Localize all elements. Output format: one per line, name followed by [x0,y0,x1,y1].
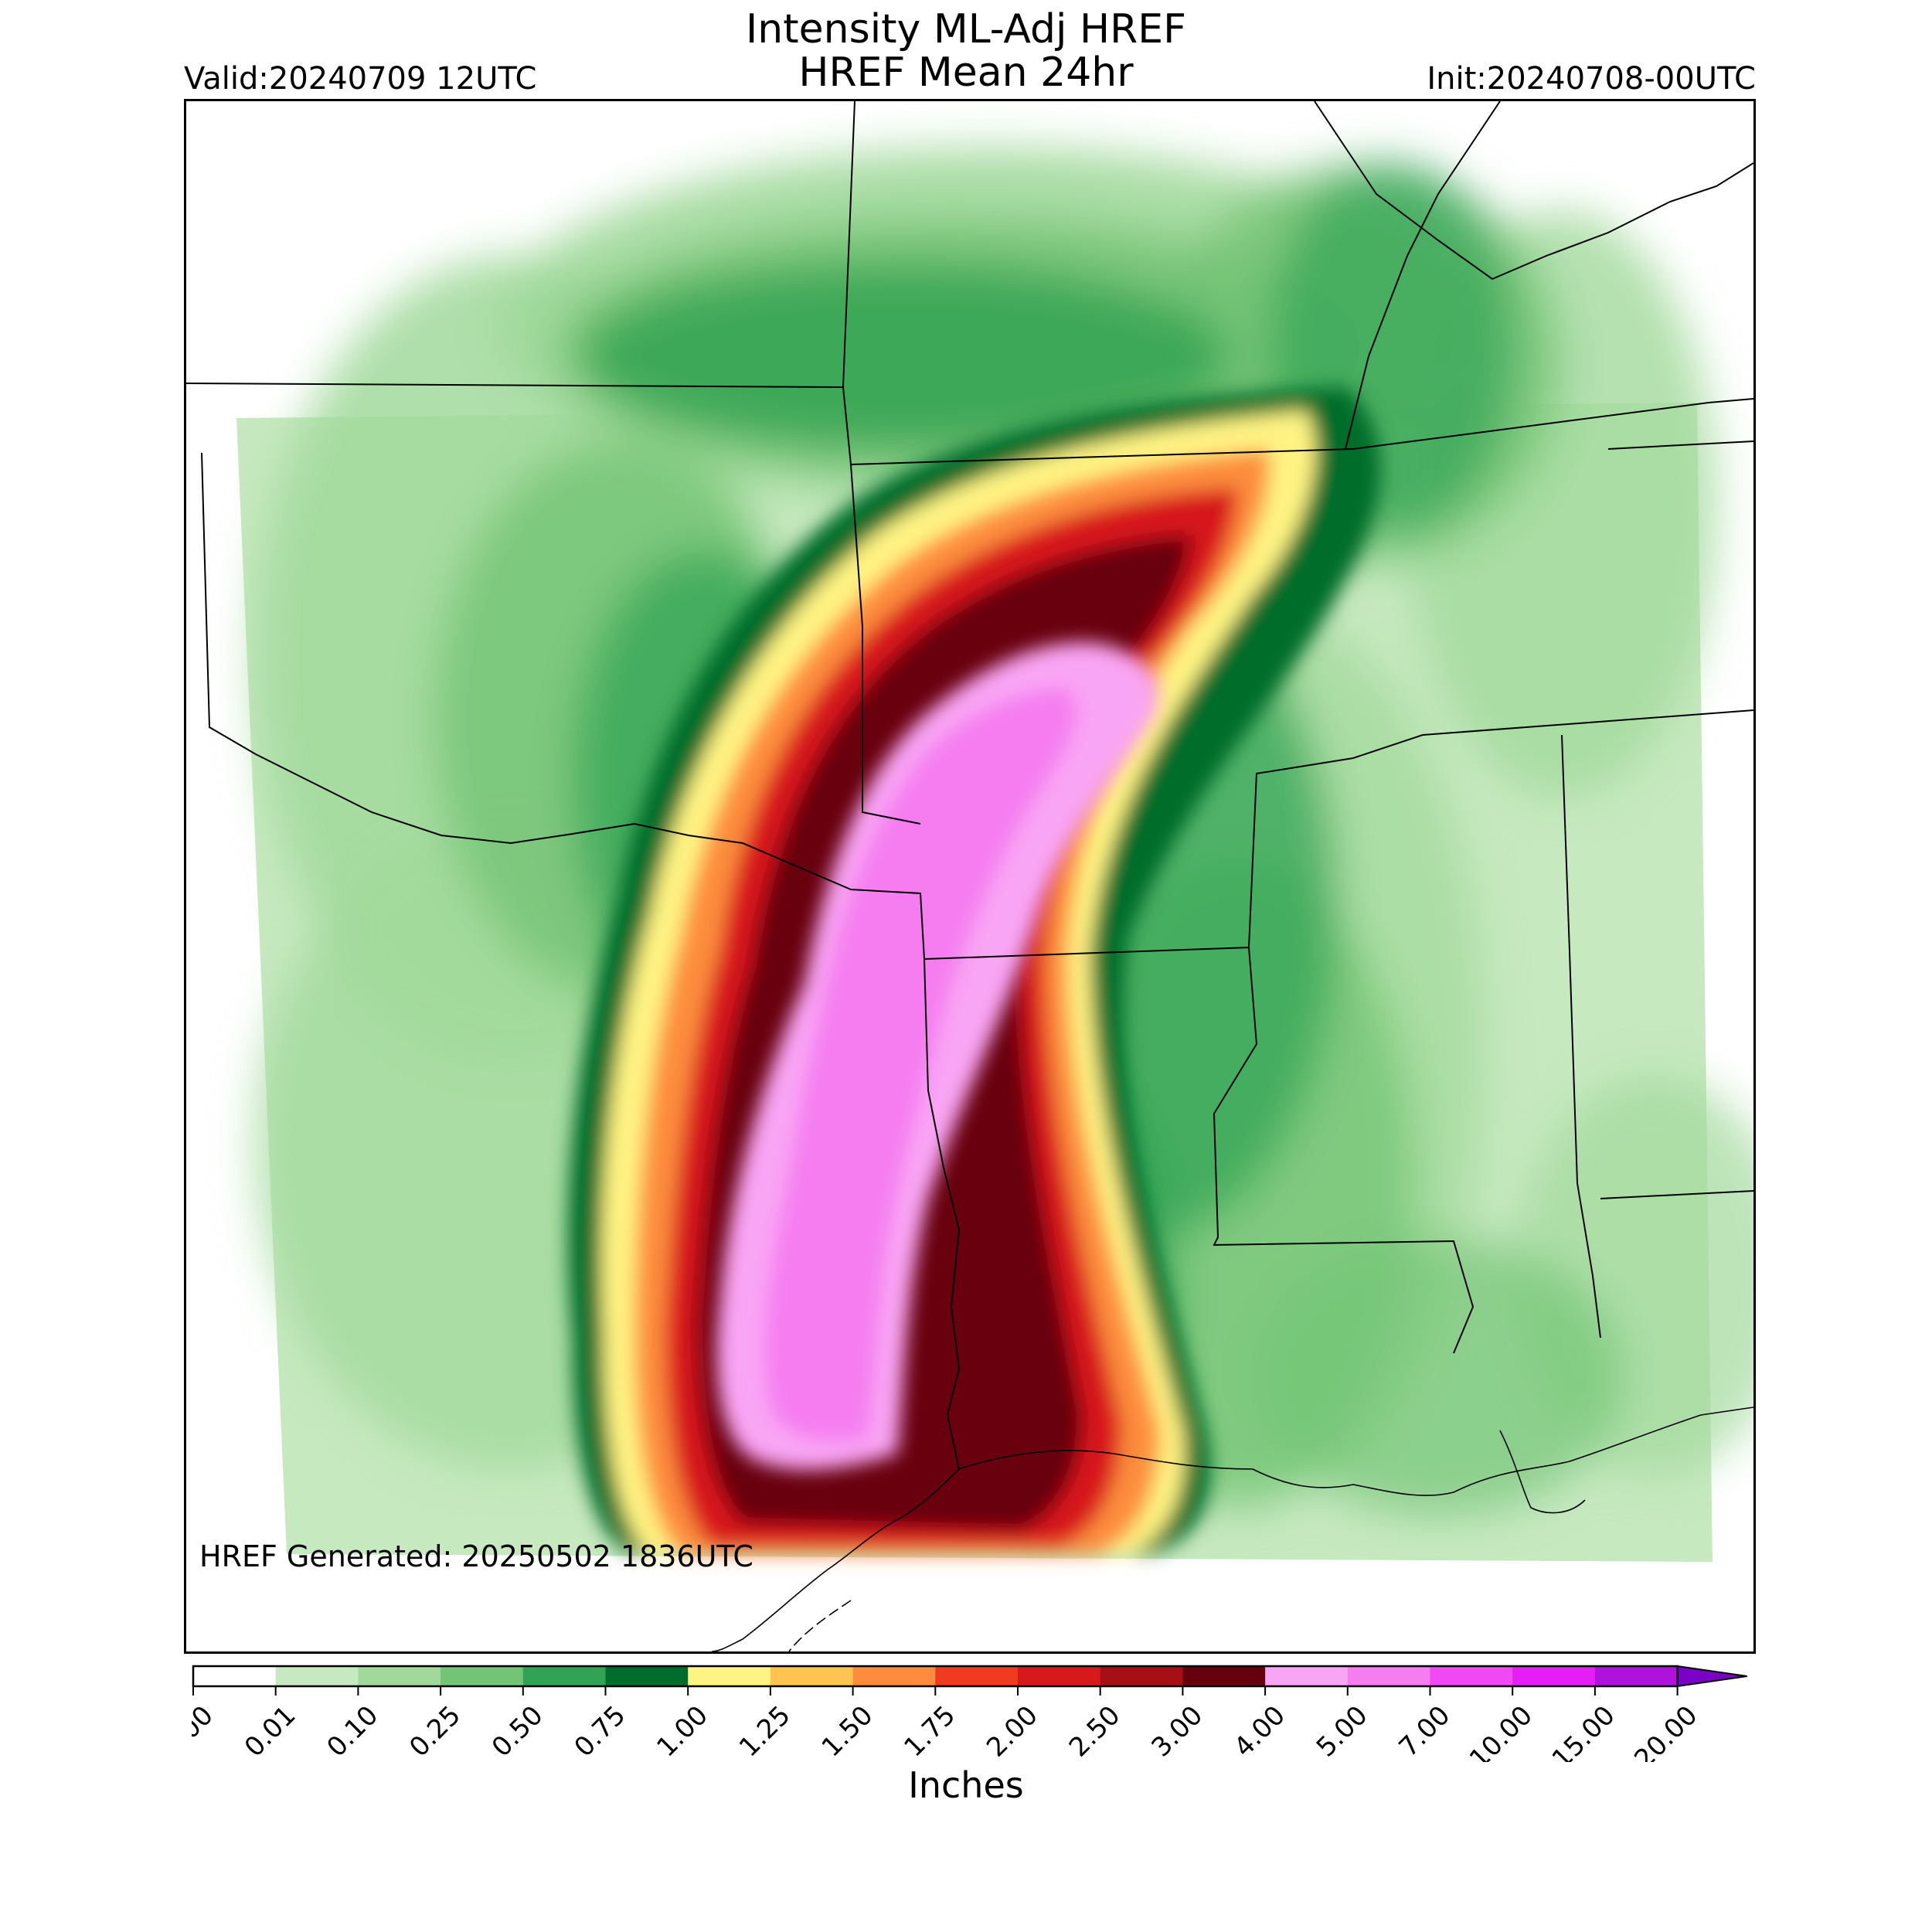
colorbar-tick-label: 0.10 [321,1700,384,1762]
map-canvas [186,101,1753,1651]
colorbar-segment [770,1666,854,1686]
colorbar-extend-arrow [1676,1665,1747,1688]
init-time-label: Init:20240708-00UTC [1427,61,1756,97]
colorbar-tick-label: 20.00 [1628,1700,1703,1762]
colorbar-tick-label: 7.00 [1393,1700,1457,1762]
colorbar-segment [1594,1666,1679,1686]
colorbar-tick-label: 1.25 [733,1700,797,1762]
colorbar-tick-label: 10.00 [1464,1700,1539,1762]
colorbar-tick-label: 0.01 [239,1700,302,1762]
colorbar-tick-label: 1.75 [898,1700,961,1762]
colorbar-segment [275,1666,359,1686]
colorbar-tick-label: 0.25 [403,1700,467,1762]
colorbar-segment [440,1666,524,1686]
colorbar-tick-label: 0.00 [192,1700,219,1762]
colorbar-title: Inches [908,1764,1024,1806]
colorbar-segment [1430,1666,1513,1686]
colorbar-segment [1265,1666,1349,1686]
precip-extreme-core [716,642,1158,1470]
state-borders [186,101,1753,1470]
colorbar: 0.00 0.01 0.10 0.25 0.50 0.75 1.00 1.25 1.50 1.75… [192,1665,1747,1762]
colorbar-tick-label: 0.50 [486,1700,549,1762]
map-title: Intensity ML-Adj HREF [745,6,1187,53]
contour-5.00 [765,689,1077,1441]
generated-label: HREF Generated: 20250502 1836UTC [199,1539,753,1573]
colorbar-tick-label: 15.00 [1546,1700,1621,1762]
colorbar-segment [1347,1666,1430,1686]
colorbar-segment [358,1666,441,1686]
colorbar-segment [193,1666,277,1686]
colorbar-segment [852,1666,936,1686]
colorbar-segment [935,1666,1019,1686]
colorbar-segment [522,1666,606,1686]
colorbar-segment [1182,1666,1266,1686]
colorbar-tick-label: 0.75 [569,1700,632,1762]
colorbar-tick-label: 5.00 [1311,1700,1374,1762]
colorbar-tick-label: 2.50 [1063,1700,1127,1762]
colorbar-tick-label: 3.00 [1145,1700,1209,1762]
colorbar-segment [605,1666,689,1686]
precip-light-bands [256,148,1753,1515]
map-subtitle: HREF Mean 24hr [798,49,1134,96]
colorbar-tick-label: 4.00 [1228,1700,1291,1762]
precipitation-map [184,99,1756,1654]
colorbar-tick-label: 1.00 [651,1700,714,1762]
coastline [711,1406,1753,1651]
colorbar-tick-label: 1.50 [816,1700,879,1762]
colorbar-segment [688,1666,771,1686]
colorbar-segment [1018,1666,1101,1686]
valid-time-label: Valid:20240709 12UTC [184,61,537,97]
colorbar-segment [1100,1666,1183,1686]
colorbar-segment [1512,1666,1596,1686]
colorbar-tick-label: 2.00 [981,1700,1044,1762]
